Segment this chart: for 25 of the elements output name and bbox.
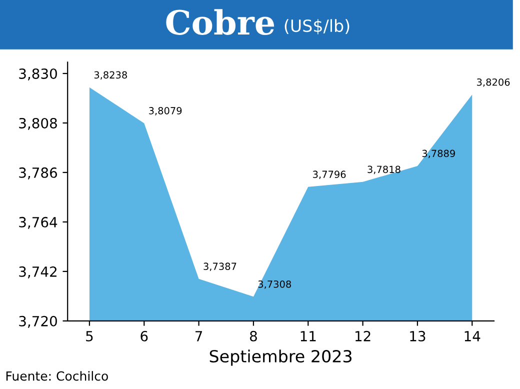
x-tick-label: 6 xyxy=(140,330,148,342)
y-tick-label: 3,786 xyxy=(19,167,58,180)
x-tick-label: 13 xyxy=(410,330,426,342)
y-tick-label: 3,720 xyxy=(19,316,57,328)
text: 3,8206 xyxy=(477,78,510,87)
text: 3,7387 xyxy=(204,262,236,272)
chart-title: Cobre xyxy=(166,9,274,35)
x-tick-label: 14 xyxy=(464,331,480,342)
x-tick-label: 7 xyxy=(196,331,202,342)
chart-subtitle: (US$/lb) xyxy=(284,19,350,34)
x-tick-label: 8 xyxy=(250,330,257,342)
text: 3,8079 xyxy=(149,107,182,116)
x-tick-label: 5 xyxy=(86,331,93,342)
x-axis-title: Septiembre 2023 xyxy=(210,350,352,366)
text: 3,8238 xyxy=(94,71,127,80)
x-tick-label: 11 xyxy=(300,331,316,342)
source-note: Fuente: Cochilco xyxy=(6,371,108,381)
text: 3,7796 xyxy=(313,170,346,180)
text: 3,7818 xyxy=(368,166,400,174)
text: 3,7308 xyxy=(258,280,291,289)
y-tick-label: 3,742 xyxy=(19,266,56,278)
y-tick-label: 3,808 xyxy=(19,118,57,130)
y-tick-label: 3,830 xyxy=(19,68,57,80)
x-tick-label: 12 xyxy=(355,330,370,342)
y-tick-label: 3,764 xyxy=(19,216,58,229)
